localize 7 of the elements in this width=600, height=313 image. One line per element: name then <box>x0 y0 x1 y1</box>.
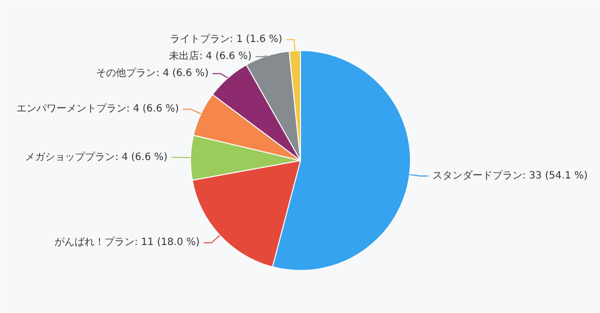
slice-label: がんばれ！プラン: 11 (18.0 %) <box>54 236 200 248</box>
slice-label: スタンダードプラン: 33 (54.1 %) <box>432 170 588 182</box>
slice-label: 未出店: 4 (6.6 %) <box>169 50 252 62</box>
slice-label: メガショッププラン: 4 (6.6 %) <box>25 150 168 163</box>
slice-label: ライトプラン: 1 (1.6 %) <box>170 33 282 46</box>
slice-label: エンパワーメントプラン: 4 (6.6 %) <box>16 102 180 115</box>
slice-label: その他プラン: 4 (6.6 %) <box>96 67 209 80</box>
